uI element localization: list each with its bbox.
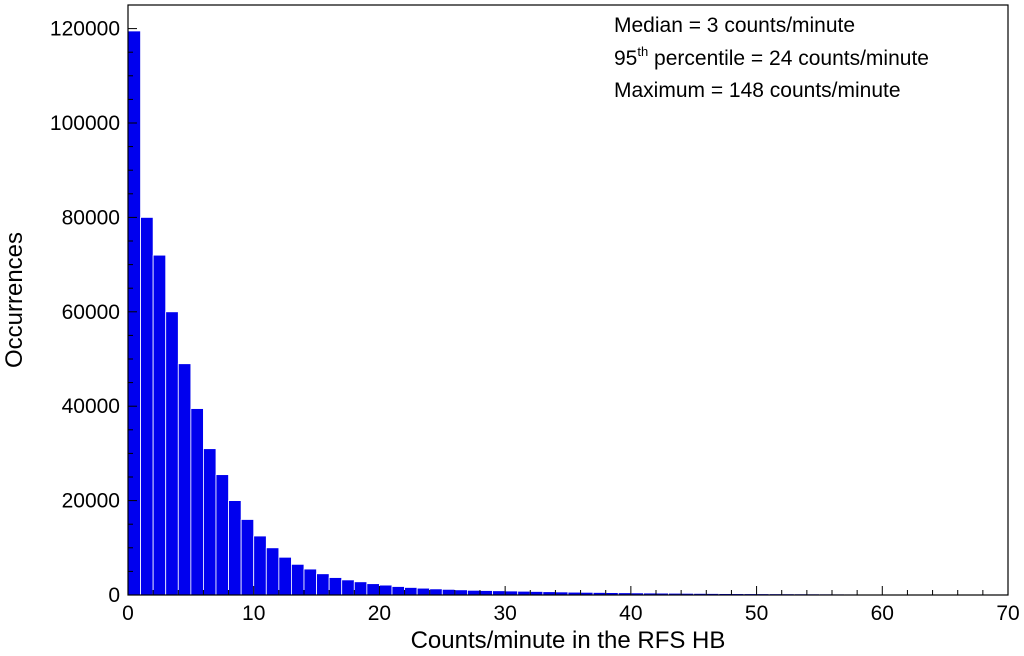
x-tick-label: 50 bbox=[745, 602, 768, 625]
y-axis-ticks: 0 20000 40000 60000 80000 100000 120000 bbox=[50, 4, 137, 607]
histogram-bar bbox=[479, 590, 493, 596]
x-axis-ticks: 0 10 20 30 40 50 60 70 bbox=[122, 586, 1020, 625]
annotation-95th-rest: percentile = 24 counts/minute bbox=[648, 47, 929, 70]
annotation-95th-number: 95 bbox=[614, 47, 637, 70]
plot-frame bbox=[127, 4, 1009, 596]
y-tick-label: 80000 bbox=[62, 206, 120, 229]
y-tick-label: 60000 bbox=[62, 301, 120, 324]
histogram-bar bbox=[379, 584, 393, 596]
histogram-bar bbox=[416, 587, 431, 596]
y-tick-label: 40000 bbox=[62, 395, 120, 418]
histogram-bar bbox=[303, 568, 317, 596]
histogram-bar bbox=[190, 408, 204, 596]
histogram-bar bbox=[127, 30, 141, 596]
histogram-bar bbox=[404, 587, 418, 596]
histogram-bar bbox=[454, 589, 468, 596]
x-tick-label: 20 bbox=[368, 602, 391, 625]
histogram-bar bbox=[215, 474, 229, 596]
histogram-bar bbox=[253, 535, 267, 596]
histogram-bar bbox=[492, 590, 506, 596]
histogram-bar bbox=[366, 583, 380, 596]
histogram-bar bbox=[265, 547, 280, 596]
x-axis-title: Counts/minute in the RFS HB bbox=[411, 627, 726, 654]
y-tick-label: 0 bbox=[108, 584, 120, 607]
annotation-95th-superscript: th bbox=[637, 44, 648, 59]
histogram-bar bbox=[316, 573, 330, 596]
bars-group bbox=[127, 30, 1009, 596]
histogram-bar bbox=[228, 500, 242, 596]
annotation-median: Median = 3 counts/minute bbox=[614, 14, 855, 37]
histogram-bar bbox=[504, 590, 519, 596]
histogram-bar bbox=[441, 588, 456, 596]
x-tick-label: 0 bbox=[122, 602, 134, 625]
x-tick-label: 10 bbox=[242, 602, 265, 625]
y-tick-label: 20000 bbox=[62, 490, 120, 513]
histogram-bar bbox=[140, 216, 154, 596]
histogram-bar bbox=[429, 588, 443, 596]
y-tick-label: 120000 bbox=[50, 18, 120, 41]
histogram-bar bbox=[467, 589, 481, 596]
histogram-bar bbox=[353, 581, 368, 596]
annotation-maximum: Maximum = 148 counts/minute bbox=[614, 79, 901, 102]
histogram-bar bbox=[165, 311, 179, 596]
x-tick-label: 40 bbox=[619, 602, 642, 625]
histogram-bar bbox=[177, 363, 192, 596]
histogram-bar bbox=[291, 563, 305, 596]
x-tick-label: 70 bbox=[996, 602, 1019, 625]
histogram-bar bbox=[152, 254, 167, 596]
histogram-bar bbox=[391, 586, 405, 596]
histogram-bar bbox=[341, 579, 355, 596]
x-tick-label: 30 bbox=[493, 602, 516, 625]
histogram-bar bbox=[240, 519, 255, 596]
y-axis-title: Occurrences bbox=[1, 232, 28, 368]
x-tick-label: 60 bbox=[871, 602, 894, 625]
histogram-bar bbox=[328, 577, 343, 596]
annotation-95th-percentile: 95th percentile = 24 counts/minute bbox=[614, 44, 929, 70]
y-tick-label: 100000 bbox=[50, 112, 120, 135]
histogram-bar bbox=[278, 556, 292, 596]
histogram-bar bbox=[203, 448, 217, 596]
